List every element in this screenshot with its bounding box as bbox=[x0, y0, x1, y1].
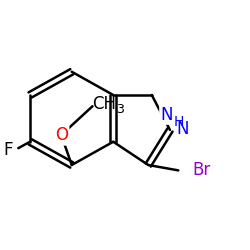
Text: H: H bbox=[174, 116, 184, 130]
Text: O: O bbox=[55, 126, 68, 144]
Text: Br: Br bbox=[192, 161, 211, 179]
Text: N: N bbox=[160, 106, 172, 124]
Text: F: F bbox=[3, 141, 13, 159]
Text: N: N bbox=[176, 120, 189, 138]
Text: 3: 3 bbox=[116, 103, 124, 116]
Text: CH: CH bbox=[92, 95, 116, 113]
